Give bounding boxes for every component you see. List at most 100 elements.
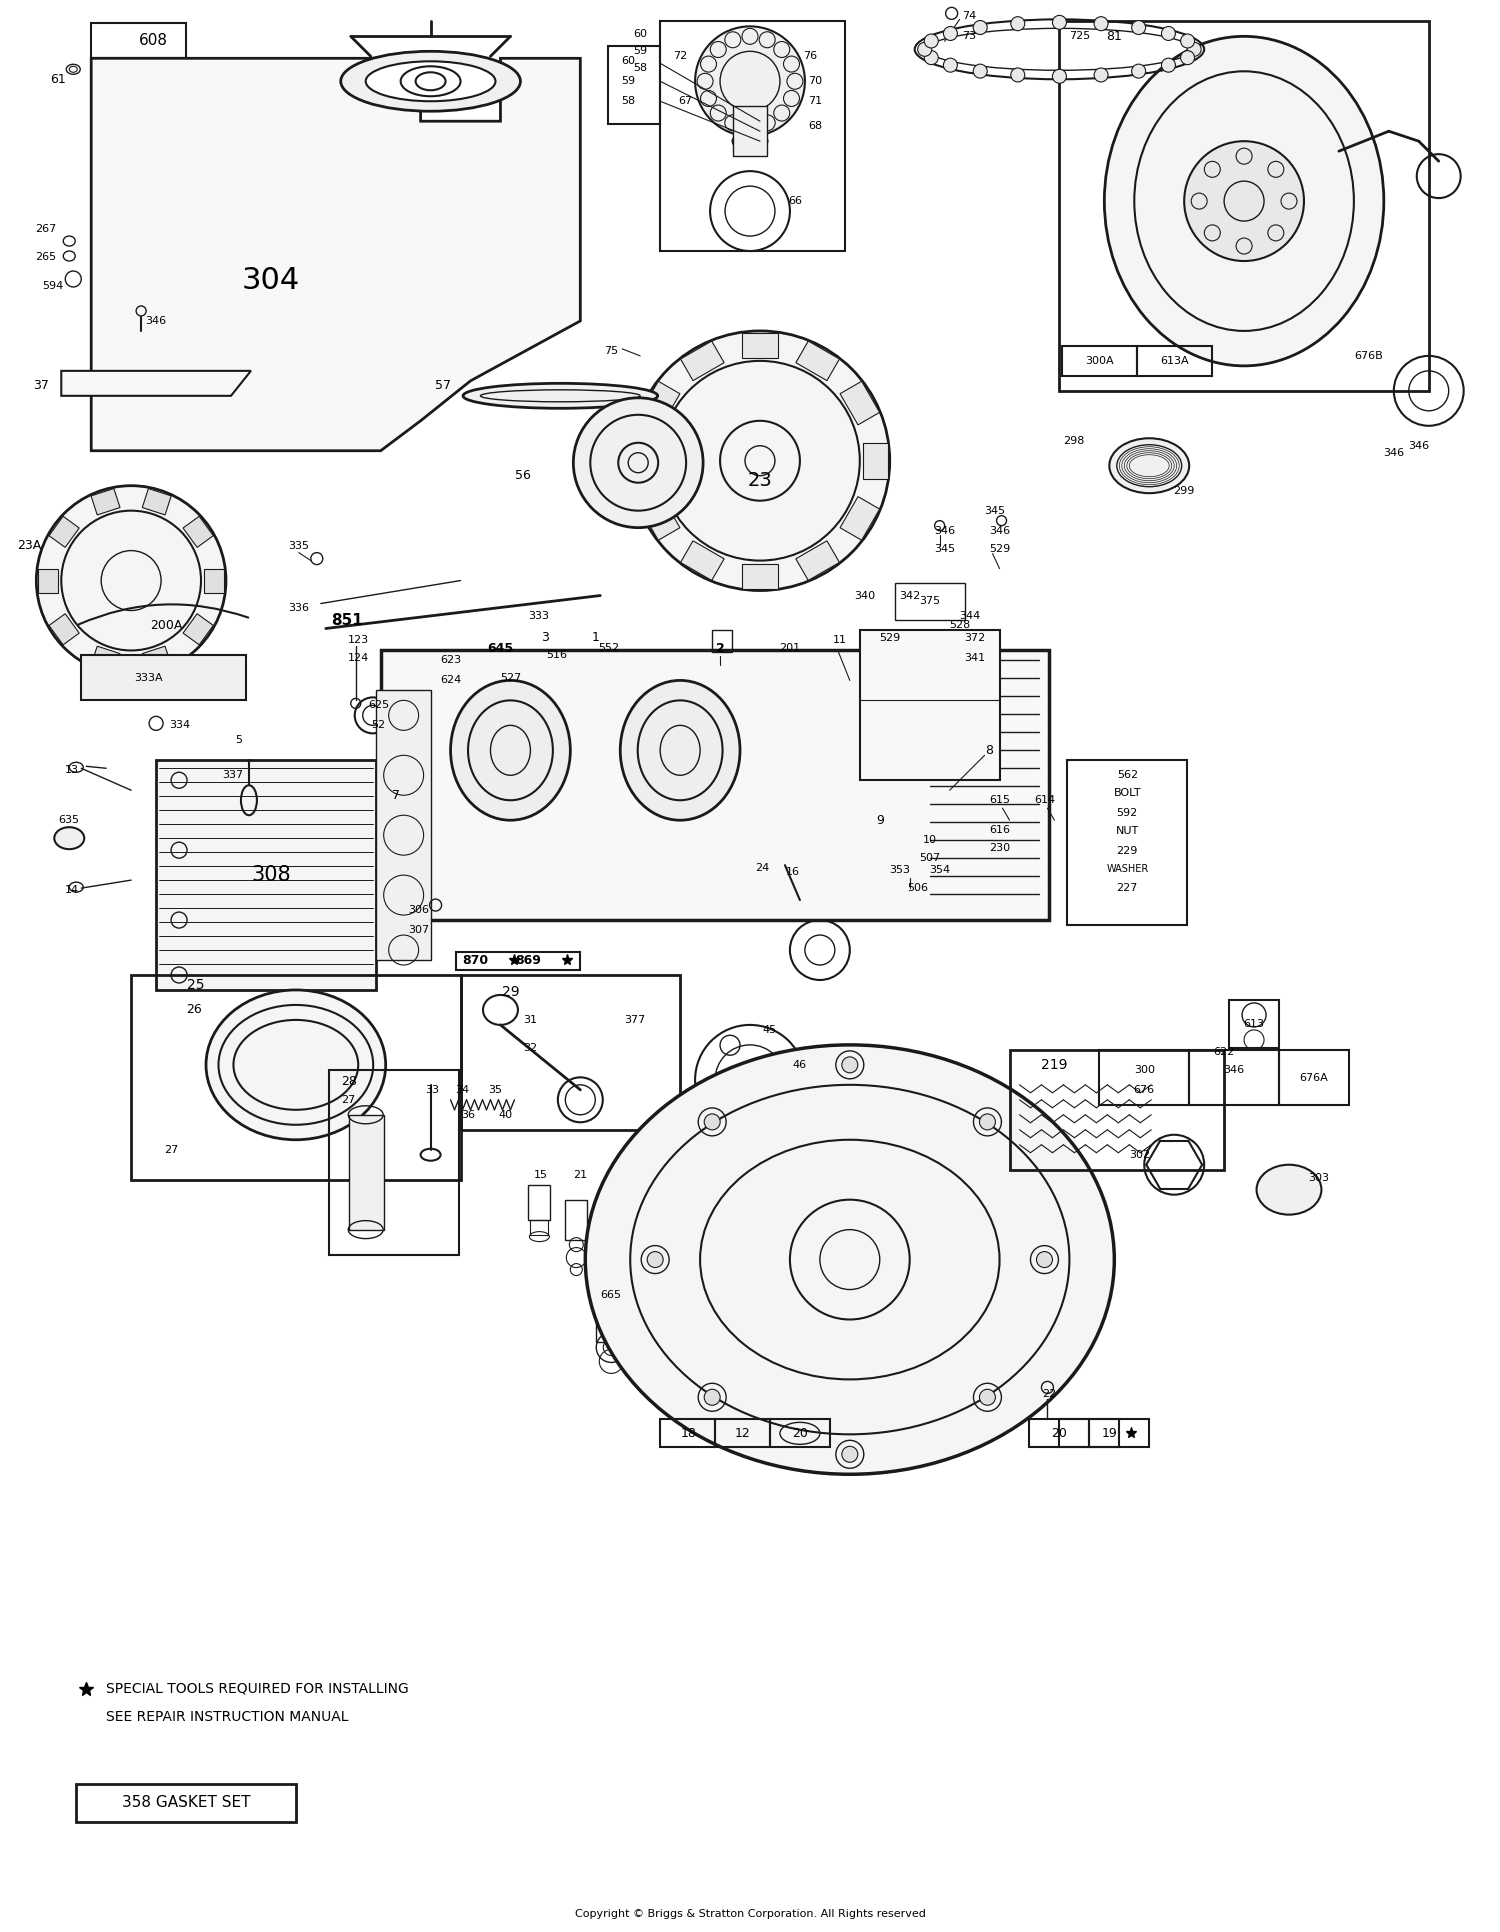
Circle shape xyxy=(1161,27,1176,41)
Text: 25: 25 xyxy=(188,978,206,991)
Text: 336: 336 xyxy=(288,603,309,612)
Circle shape xyxy=(974,64,987,77)
Bar xyxy=(712,630,732,653)
Text: 22: 22 xyxy=(1042,1389,1056,1399)
Text: 622: 622 xyxy=(1214,1047,1234,1057)
Circle shape xyxy=(1053,70,1066,83)
Bar xyxy=(460,976,680,1130)
Text: 614: 614 xyxy=(1034,796,1054,806)
Circle shape xyxy=(1161,58,1176,71)
Text: 10: 10 xyxy=(922,835,936,844)
Circle shape xyxy=(842,1447,858,1463)
Text: 527: 527 xyxy=(500,674,520,684)
Ellipse shape xyxy=(585,1045,1114,1474)
Text: 7: 7 xyxy=(392,788,399,802)
Bar xyxy=(1137,346,1212,377)
Text: 81: 81 xyxy=(1107,29,1122,43)
Text: NUT: NUT xyxy=(1116,827,1138,837)
Bar xyxy=(660,1420,716,1447)
Text: 302: 302 xyxy=(1128,1150,1150,1159)
Ellipse shape xyxy=(464,383,657,408)
Ellipse shape xyxy=(366,62,495,100)
Text: 725: 725 xyxy=(1070,31,1090,41)
Text: 354: 354 xyxy=(928,866,950,875)
Text: 562: 562 xyxy=(1116,771,1138,781)
Text: 335: 335 xyxy=(288,541,309,551)
Text: 613A: 613A xyxy=(1160,355,1188,365)
Circle shape xyxy=(924,50,939,64)
Text: 377: 377 xyxy=(624,1014,646,1024)
Text: 625: 625 xyxy=(368,701,390,711)
Circle shape xyxy=(704,1389,720,1405)
Polygon shape xyxy=(39,568,58,593)
Circle shape xyxy=(1184,141,1304,261)
Polygon shape xyxy=(796,541,840,580)
Text: 676A: 676A xyxy=(1299,1072,1329,1082)
Circle shape xyxy=(36,485,226,676)
Text: 306: 306 xyxy=(408,904,429,916)
Polygon shape xyxy=(742,332,778,357)
Text: 201: 201 xyxy=(780,643,801,653)
Circle shape xyxy=(1131,21,1146,35)
Polygon shape xyxy=(632,442,657,479)
Ellipse shape xyxy=(54,827,84,850)
Bar xyxy=(1100,1049,1190,1105)
Text: 507: 507 xyxy=(920,854,940,864)
Text: 46: 46 xyxy=(794,1061,807,1070)
Text: 529: 529 xyxy=(879,634,900,643)
Text: 303: 303 xyxy=(1308,1173,1329,1182)
Ellipse shape xyxy=(340,52,520,112)
Bar xyxy=(1010,1049,1224,1169)
Bar xyxy=(81,655,246,701)
Text: 528: 528 xyxy=(950,620,970,630)
Polygon shape xyxy=(142,645,171,672)
Text: 59: 59 xyxy=(633,46,648,56)
Circle shape xyxy=(842,1057,858,1072)
Circle shape xyxy=(704,1115,720,1130)
Text: 346: 346 xyxy=(1408,440,1430,450)
Polygon shape xyxy=(92,645,120,672)
Polygon shape xyxy=(681,342,724,381)
Text: 344: 344 xyxy=(958,611,980,620)
Text: 676: 676 xyxy=(1134,1086,1155,1095)
Text: 300A: 300A xyxy=(1084,355,1113,365)
Bar xyxy=(566,1200,588,1240)
Text: 60: 60 xyxy=(633,29,646,39)
Text: 29: 29 xyxy=(501,985,519,999)
Bar xyxy=(1059,21,1428,390)
Text: 66: 66 xyxy=(788,197,802,207)
Bar xyxy=(1029,1420,1089,1447)
Text: 20: 20 xyxy=(792,1428,808,1439)
Circle shape xyxy=(1011,68,1025,81)
Text: 60: 60 xyxy=(621,56,634,66)
Text: 372: 372 xyxy=(964,634,986,643)
Bar xyxy=(130,976,460,1180)
Text: 676B: 676B xyxy=(1354,352,1383,361)
Circle shape xyxy=(918,43,932,56)
Text: 21: 21 xyxy=(573,1169,588,1180)
Text: 9: 9 xyxy=(876,813,884,827)
Bar xyxy=(92,23,186,58)
Text: 74: 74 xyxy=(963,12,976,21)
Text: 24: 24 xyxy=(754,864,770,873)
Text: 32: 32 xyxy=(524,1043,537,1053)
Polygon shape xyxy=(796,342,840,381)
Polygon shape xyxy=(183,614,213,645)
Text: 375: 375 xyxy=(920,595,940,605)
Circle shape xyxy=(694,27,806,135)
Bar xyxy=(1059,1420,1119,1447)
Bar xyxy=(597,1298,626,1343)
Circle shape xyxy=(646,1252,663,1267)
Text: 615: 615 xyxy=(988,796,1010,806)
Text: 353: 353 xyxy=(890,866,910,875)
Text: 8: 8 xyxy=(986,744,993,757)
Text: 300: 300 xyxy=(1134,1065,1155,1074)
Text: 851: 851 xyxy=(332,612,363,628)
Circle shape xyxy=(974,21,987,35)
Circle shape xyxy=(980,1115,996,1130)
Polygon shape xyxy=(92,489,120,516)
Text: 358 GASKET SET: 358 GASKET SET xyxy=(122,1795,250,1810)
Text: 298: 298 xyxy=(1064,437,1084,446)
Polygon shape xyxy=(640,497,680,541)
Text: WASHER: WASHER xyxy=(1106,864,1149,873)
